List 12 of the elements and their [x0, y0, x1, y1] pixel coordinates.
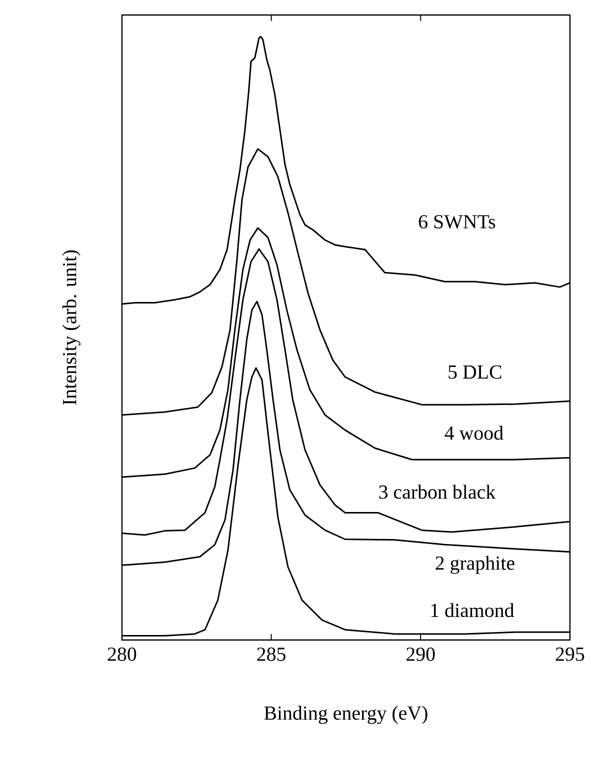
text: 6 SWNTs: [418, 215, 496, 229]
x-tick-label: 290: [406, 648, 435, 661]
x-tick-label: 285: [257, 648, 286, 661]
series-label: 3 carbon black: [379, 484, 496, 499]
series-label: 2 graphite: [436, 556, 514, 574]
series-label: 4 wood: [444, 426, 504, 440]
x-tick-label: 280: [108, 648, 136, 661]
x-axis-title: Binding energy (eV): [264, 706, 428, 724]
y-axis-title: Intensity (arb. unit): [62, 250, 80, 405]
series-label: 5 DLC: [448, 365, 502, 379]
x-tick-label: 295: [556, 648, 584, 661]
series-label: 1 diamond: [431, 603, 514, 618]
